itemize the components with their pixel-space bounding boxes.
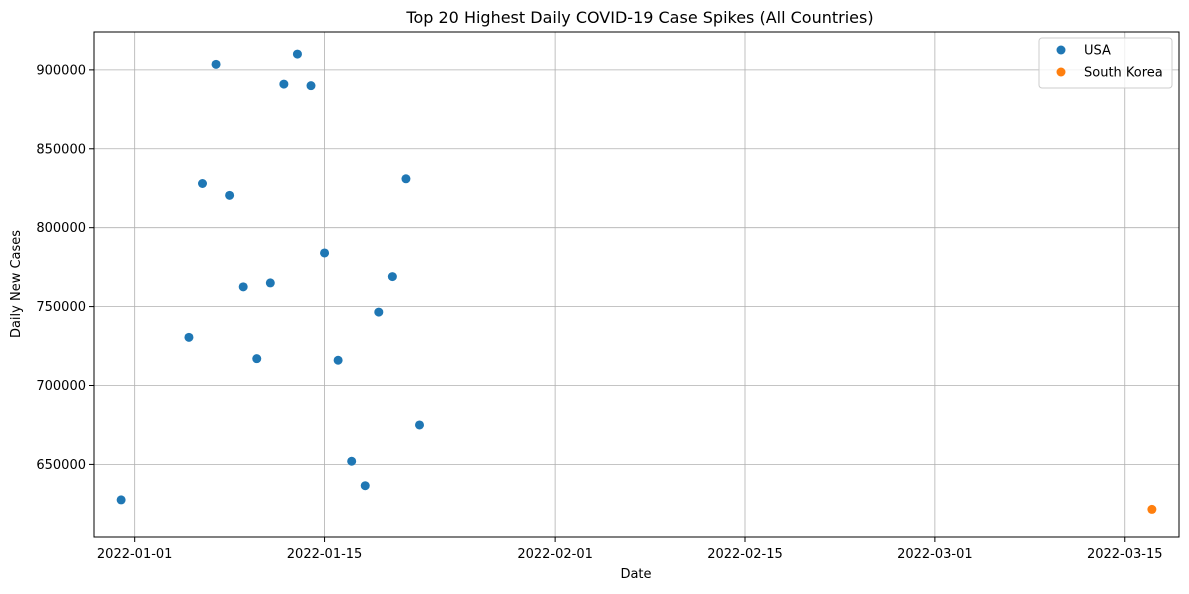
y-tick-label: 700000 <box>36 379 86 394</box>
legend-box <box>1038 37 1173 89</box>
data-point <box>401 174 411 184</box>
data-point <box>252 354 262 364</box>
plot-frame <box>93 31 1180 538</box>
x-tick-label: 2022-03-01 <box>897 547 973 562</box>
y-tick-label: 900000 <box>36 63 86 78</box>
data-point <box>415 420 424 430</box>
data-point <box>1147 504 1157 514</box>
data-point <box>306 81 316 91</box>
y-tick-label: 650000 <box>36 458 86 473</box>
x-tick-label: 2022-03-15 <box>1087 547 1163 562</box>
legend-label: USA <box>1084 44 1111 59</box>
x-tick-label: 2022-01-01 <box>97 547 173 562</box>
data-points <box>116 49 1157 514</box>
data-point <box>225 190 235 200</box>
data-point <box>198 179 207 188</box>
legend-label: South Korea <box>1084 66 1163 81</box>
y-tick-label: 800000 <box>36 221 86 236</box>
chart-title: Top 20 Highest Daily COVID-19 Case Spike… <box>405 8 873 27</box>
legend-marker <box>1056 67 1066 77</box>
data-point <box>387 272 397 282</box>
data-point <box>333 355 343 365</box>
x-tick-label: 2022-01-15 <box>287 547 363 562</box>
legend-items: USA South Korea <box>1056 44 1163 81</box>
grid-lines <box>94 32 1179 537</box>
data-point <box>320 248 330 258</box>
x-tick-label: 2022-02-15 <box>707 547 783 562</box>
data-point <box>116 495 126 505</box>
y-axis-label: Daily New Cases <box>9 230 24 338</box>
x-tick-label: 2022-02-01 <box>517 547 593 562</box>
axes: 2022-01-01 2022-01-15 2022-02-01 2022-02-15… <box>36 63 1162 562</box>
data-point <box>265 278 275 288</box>
data-point <box>374 307 384 317</box>
data-point <box>360 481 370 491</box>
data-point <box>279 79 289 89</box>
data-point <box>347 456 357 466</box>
data-point <box>292 49 302 59</box>
legend-marker <box>1056 45 1066 55</box>
x-axis-label: Date <box>620 567 651 582</box>
data-point <box>184 332 194 342</box>
y-tick-label: 750000 <box>36 300 86 315</box>
y-tick-label: 850000 <box>36 142 86 157</box>
data-point <box>238 282 248 292</box>
data-point <box>211 59 221 69</box>
legend: USA South Korea <box>1038 37 1173 89</box>
